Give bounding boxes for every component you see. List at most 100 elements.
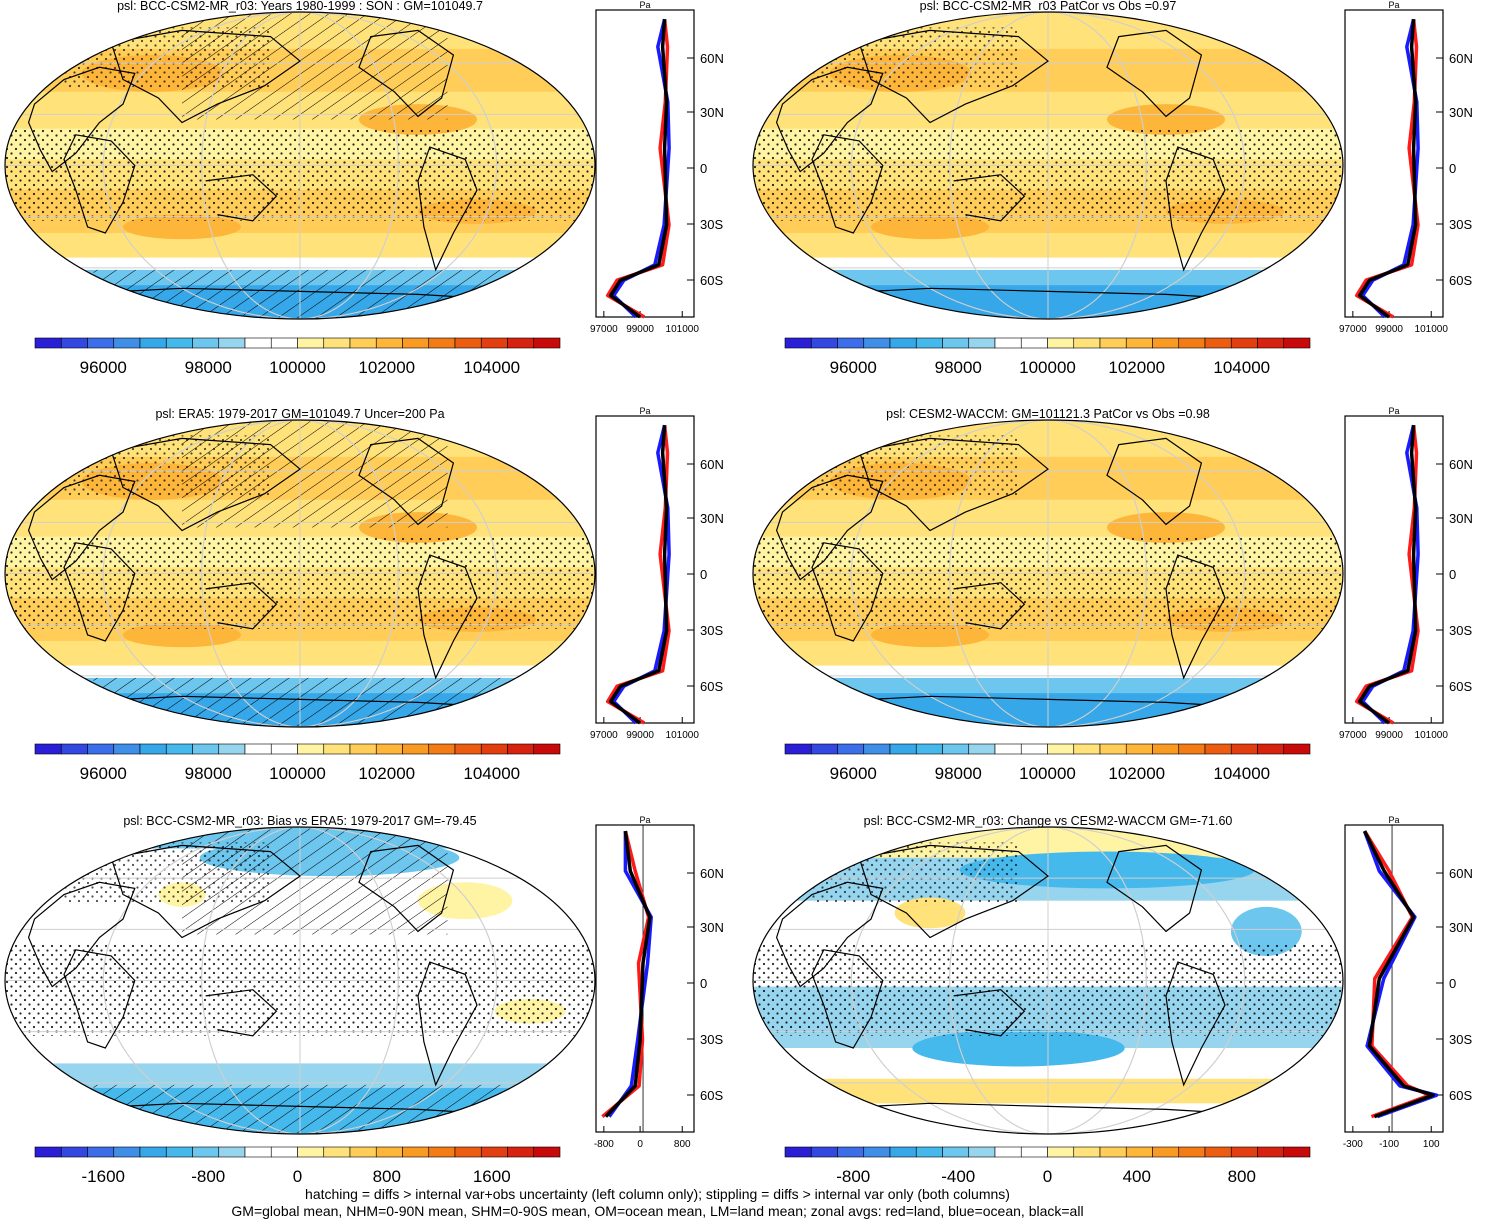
coastline: [358, 437, 455, 526]
colorbar-swatch: [480, 1146, 508, 1158]
coastline: [417, 146, 478, 272]
map-outline: [752, 826, 1344, 1135]
map-title: psl: BCC-CSM2-MR_r03: Years 1980-1999 : …: [117, 0, 483, 13]
colorbar-swatch: [454, 1146, 482, 1158]
map-panel-5: psl: BCC-CSM2-MR_r03: Bias vs ERA5: 1979…: [4, 814, 596, 1135]
colorbar-swatch: [863, 743, 891, 755]
field-anomaly: [1107, 104, 1225, 135]
coastline: [417, 961, 478, 1087]
colorbar-swatch: [349, 337, 377, 349]
colorbar-swatch: [1073, 337, 1101, 349]
profile-x-label: 97000: [1339, 730, 1367, 741]
profile-lat-label: 30N: [1449, 105, 1473, 120]
stippling: [812, 27, 1019, 89]
colorbar-swatch: [1178, 1146, 1206, 1158]
colorbar-swatch: [915, 337, 943, 349]
colorbar-swatch: [1099, 1146, 1127, 1158]
colorbar-tick-label: 100000: [1019, 358, 1076, 377]
colorbar-swatch: [34, 743, 62, 755]
map-panel-6: psl: BCC-CSM2-MR_r03: Change vs CESM2-WA…: [752, 814, 1344, 1135]
profile-ocean-curve: [611, 424, 671, 725]
colorbar-swatch: [218, 337, 246, 349]
colorbar-tick-label: 400: [1123, 1167, 1151, 1186]
coastline: [417, 554, 478, 680]
graticule-lon: [102, 420, 498, 727]
colorbar-swatch: [454, 743, 482, 755]
profile-x-label: 97000: [590, 324, 618, 335]
colorbar-swatch: [1230, 337, 1258, 349]
profile-x-label: 101000: [666, 324, 700, 335]
colorbar-swatch: [297, 743, 325, 755]
map-outline: [752, 419, 1344, 728]
colorbar-swatch: [270, 1146, 298, 1158]
colorbar-tick-label: -800: [836, 1167, 870, 1186]
profile-lat-label: 60S: [700, 273, 723, 288]
colorbar-swatch: [428, 337, 456, 349]
colorbar-swatch: [784, 1146, 812, 1158]
profile-lat-label: 60S: [1449, 273, 1472, 288]
colorbar-swatch: [889, 337, 917, 349]
map-panel-3: psl: ERA5: 1979-2017 GM=101049.7 Uncer=2…: [4, 407, 596, 728]
colorbar-tick-label: 100000: [269, 764, 326, 783]
field-anomaly: [1107, 512, 1225, 543]
colorbar-swatch: [915, 743, 943, 755]
colorbar-swatch: [533, 1146, 561, 1158]
coastline: [811, 949, 884, 1049]
profile-lat-label: 0: [1449, 567, 1456, 582]
graticule-lon: [201, 420, 399, 727]
colorbar-tick-label: 100000: [1019, 764, 1076, 783]
colorbar-swatch: [402, 743, 430, 755]
colorbar-swatch: [1204, 337, 1232, 349]
hatching: [182, 420, 448, 528]
graticule-lon: [850, 12, 1246, 319]
coastline: [205, 989, 278, 1037]
profile-x-label: 101000: [1415, 324, 1449, 335]
colorbar-tick-label: -400: [941, 1167, 975, 1186]
colorbar-swatch: [139, 1146, 167, 1158]
map-title: psl: BCC-CSM2-MR_r03: Change vs CESM2-WA…: [864, 814, 1233, 828]
profile-all-curve: [1357, 425, 1418, 725]
profile-x-label: 0: [637, 1139, 643, 1150]
colorbar-swatch: [428, 1146, 456, 1158]
coastline: [63, 542, 136, 642]
profile-all-curve: [1357, 19, 1418, 319]
map-title: psl: BCC-CSM2-MR_r03 PatCor vs Obs =0.97: [920, 0, 1177, 13]
coastline: [775, 66, 884, 173]
profile-land-curve: [1354, 19, 1420, 319]
colorbar-swatch: [165, 743, 193, 755]
profile-lat-label: 30S: [1449, 623, 1472, 638]
colorbar-swatch: [1257, 337, 1285, 349]
colorbar-swatch: [87, 337, 115, 349]
profile-land-curve: [1354, 425, 1420, 725]
hatching: [182, 827, 448, 935]
profile-frame: [595, 415, 695, 724]
colorbar-swatch: [942, 337, 970, 349]
colorbar-2: 96000 98000 100000 102000 104000: [784, 337, 1311, 377]
colorbar-swatch: [270, 337, 298, 349]
colorbar-tick-label: 96000: [80, 358, 127, 377]
colorbar-swatch: [60, 1146, 88, 1158]
colorbar-swatch: [375, 1146, 403, 1158]
profile-lat-label: 30S: [700, 1032, 723, 1047]
profile-x-label: 99000: [1375, 730, 1403, 741]
colorbar-swatch: [323, 337, 351, 349]
colorbar-swatch: [1257, 743, 1285, 755]
coastline: [775, 881, 884, 988]
colorbar-tick-label: -1600: [82, 1167, 125, 1186]
profile-all-curve: [604, 830, 652, 1118]
graticule-lon: [850, 827, 1246, 1134]
profile-frame: [595, 9, 695, 318]
profile-lat-label: 30S: [1449, 217, 1472, 232]
map-title: psl: CESM2-WACCM: GM=101121.3 PatCor vs …: [886, 407, 1210, 421]
colorbar-swatch: [1047, 337, 1075, 349]
coastline: [110, 29, 301, 124]
colorbar-swatch: [507, 1146, 535, 1158]
profile-unit: Pa: [639, 815, 650, 825]
colorbar-swatch: [113, 1146, 141, 1158]
colorbar-swatch: [297, 1146, 325, 1158]
zonal-profile-2: Pa 60N 30N 0 30S 60S 97000 99000 101000: [1339, 0, 1473, 335]
colorbar-4: 96000 98000 100000 102000 104000: [784, 743, 1311, 783]
colorbar-swatch: [507, 337, 535, 349]
colorbar-swatch: [480, 337, 508, 349]
profile-lat-label: 60N: [1449, 457, 1473, 472]
